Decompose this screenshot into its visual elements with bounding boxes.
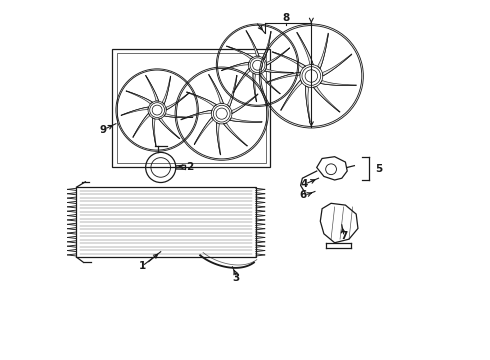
Polygon shape xyxy=(126,91,152,104)
Bar xyxy=(117,53,266,163)
Polygon shape xyxy=(320,81,357,86)
Polygon shape xyxy=(253,73,257,102)
Polygon shape xyxy=(263,31,271,59)
Polygon shape xyxy=(226,46,253,59)
Polygon shape xyxy=(313,87,340,112)
Polygon shape xyxy=(232,94,258,114)
Polygon shape xyxy=(229,118,262,122)
Polygon shape xyxy=(267,48,290,65)
Polygon shape xyxy=(318,33,328,69)
Text: 2: 2 xyxy=(187,162,194,172)
Text: 4: 4 xyxy=(300,179,308,189)
Polygon shape xyxy=(259,74,280,94)
Polygon shape xyxy=(223,123,247,146)
Polygon shape xyxy=(133,113,149,138)
Polygon shape xyxy=(152,118,156,147)
Polygon shape xyxy=(164,114,193,118)
Text: 3: 3 xyxy=(232,273,240,283)
Polygon shape xyxy=(208,75,223,104)
Text: 9: 9 xyxy=(99,125,106,135)
Polygon shape xyxy=(306,86,310,122)
Text: 1: 1 xyxy=(139,261,147,271)
Text: 8: 8 xyxy=(283,13,290,23)
Polygon shape xyxy=(281,80,302,111)
Polygon shape xyxy=(246,31,259,56)
Polygon shape xyxy=(181,110,212,120)
Bar xyxy=(112,49,270,167)
Polygon shape xyxy=(272,52,306,68)
Polygon shape xyxy=(166,93,189,110)
Polygon shape xyxy=(221,62,249,71)
Bar xyxy=(76,187,256,257)
Text: 5: 5 xyxy=(375,163,382,174)
Polygon shape xyxy=(217,122,221,155)
Polygon shape xyxy=(194,117,213,145)
Polygon shape xyxy=(266,72,300,83)
Text: 6: 6 xyxy=(300,190,307,201)
Polygon shape xyxy=(227,75,237,107)
Polygon shape xyxy=(186,92,217,107)
Polygon shape xyxy=(162,76,171,104)
Polygon shape xyxy=(233,68,250,93)
Polygon shape xyxy=(323,54,352,76)
Polygon shape xyxy=(121,107,148,116)
Polygon shape xyxy=(265,69,294,73)
Polygon shape xyxy=(146,76,159,101)
Text: 7: 7 xyxy=(340,231,347,241)
Polygon shape xyxy=(159,118,180,139)
Polygon shape xyxy=(296,32,313,65)
